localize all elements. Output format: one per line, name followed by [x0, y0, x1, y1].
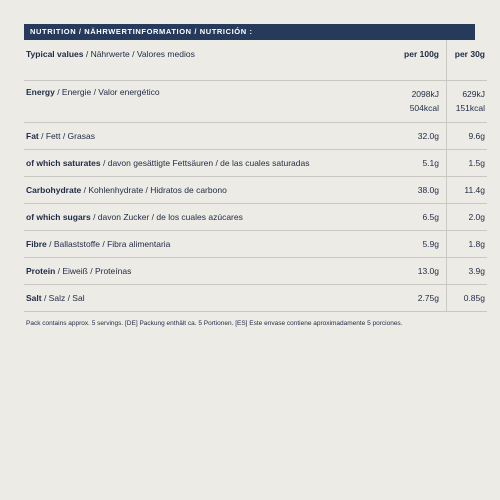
row-label-cell: of which sugars / davon Zucker / de los … — [24, 203, 365, 231]
row-label-cell: Salt / Salz / Sal — [24, 284, 365, 312]
header-label-bold: Typical values — [26, 49, 84, 59]
table-row-fibre: Fibre / Ballaststoffe / Fibra alimentari… — [24, 230, 487, 258]
header-label-rest: / Nährwerte / Valores medios — [83, 49, 195, 59]
row-label-rest: / Kohlenhydrate / Hidratos de carbono — [81, 184, 227, 195]
table-row-carbohydrate: Carbohydrate / Kohlenhydrate / Hidratos … — [24, 176, 487, 204]
energy-kcal-per-100g: 504kcal — [409, 102, 439, 113]
value-per-100g: 2.75g — [365, 284, 447, 312]
nutrition-header: NUTRITION / NÄHRWERTINFORMATION / NUTRIC… — [24, 24, 475, 40]
row-label-cell: of which saturates / davon gesättigte Fe… — [24, 149, 365, 177]
table-row-saturates: of which saturates / davon gesättigte Fe… — [24, 149, 487, 177]
value-per-30g: 11.4g — [446, 176, 487, 204]
energy-label-cell: Energy / Energie / Valor energético — [24, 80, 365, 123]
value-per-100g: 32.0g — [365, 122, 447, 150]
energy-label-rest: / Energie / Valor energético — [54, 86, 160, 97]
row-label-rest: / davon gesättigte Fettsäuren / de las c… — [100, 157, 310, 168]
energy-kcal-per-30g: 151kcal — [455, 102, 485, 113]
energy-kj-per-100g: 2098kJ — [411, 88, 439, 99]
energy-kj-per-30g: 629kJ — [462, 88, 485, 99]
value-per-100g: 5.9g — [365, 230, 447, 258]
table-row-fat: Fat / Fett / Grasas 32.0g 9.6g — [24, 122, 487, 150]
value-per-100g: 5.1g — [365, 149, 447, 177]
row-label-bold: Carbohydrate — [26, 184, 82, 195]
value-per-30g: 2.0g — [446, 203, 487, 231]
header-label-cell: Typical values / Nährwerte / Valores med… — [24, 40, 365, 81]
table-row-protein: Protein / Eiweiß / Proteínas 13.0g 3.9g — [24, 257, 487, 285]
row-label-bold: of which sugars — [26, 211, 91, 222]
value-per-100g: 6.5g — [365, 203, 447, 231]
energy-per-100g-cell: 2098kJ 504kcal — [365, 80, 447, 123]
row-label-bold: Fibre — [26, 238, 47, 249]
row-label-bold: Salt — [26, 292, 42, 303]
value-per-30g: 0.85g — [446, 284, 487, 312]
row-label-rest: / Salz / Sal — [41, 292, 85, 303]
row-label-rest: / Eiweiß / Proteínas — [55, 265, 132, 276]
table-header-row: Typical values / Nährwerte / Valores med… — [24, 40, 487, 81]
row-label-rest: / Ballaststoffe / Fibra alimentaria — [46, 238, 171, 249]
value-per-30g: 1.5g — [446, 149, 487, 177]
energy-per-30g-cell: 629kJ 151kcal — [446, 80, 487, 123]
value-per-30g: 9.6g — [446, 122, 487, 150]
servings-note: Pack contains approx. 5 servings. [DE] P… — [26, 320, 403, 327]
row-label-bold: Protein — [26, 265, 56, 276]
column-header-per-100g: per 100g — [365, 40, 447, 81]
value-per-100g: 13.0g — [365, 257, 447, 285]
value-per-30g: 1.8g — [446, 230, 487, 258]
table-row-sugars: of which sugars / davon Zucker / de los … — [24, 203, 487, 231]
energy-label-bold: Energy — [26, 86, 55, 97]
value-per-100g: 38.0g — [365, 176, 447, 204]
row-label-cell: Fat / Fett / Grasas — [24, 122, 365, 150]
row-label-cell: Protein / Eiweiß / Proteínas — [24, 257, 365, 285]
row-label-cell: Fibre / Ballaststoffe / Fibra alimentari… — [24, 230, 365, 258]
row-label-cell: Carbohydrate / Kohlenhydrate / Hidratos … — [24, 176, 365, 204]
row-label-rest: / Fett / Grasas — [38, 130, 95, 141]
table-row-salt: Salt / Salz / Sal 2.75g 0.85g — [24, 284, 487, 312]
row-label-bold: of which saturates — [26, 157, 101, 168]
nutrition-table: Typical values / Nährwerte / Valores med… — [24, 40, 487, 312]
value-per-30g: 3.9g — [446, 257, 487, 285]
nutrition-panel: NUTRITION / NÄHRWERTINFORMATION / NUTRIC… — [24, 24, 487, 312]
row-label-bold: Fat — [26, 130, 39, 141]
column-header-per-30g: per 30g — [446, 40, 487, 81]
table-row-energy: Energy / Energie / Valor energético 2098… — [24, 80, 487, 123]
row-label-rest: / davon Zucker / de los cuales azúcares — [90, 211, 243, 222]
